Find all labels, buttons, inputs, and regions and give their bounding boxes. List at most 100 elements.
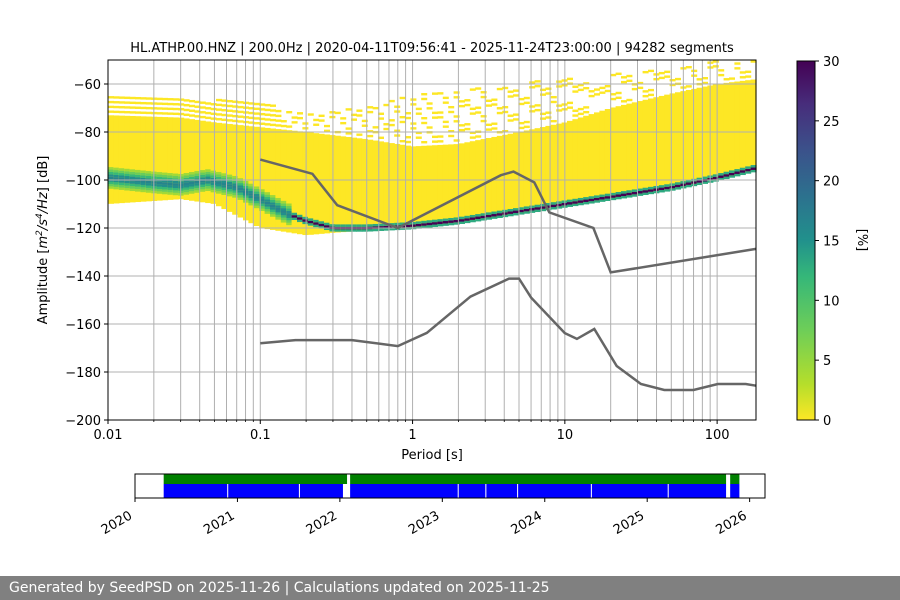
heat-cell [145,97,152,100]
heat-cell [264,127,271,230]
y-tick-label: −80 [74,126,101,141]
heat-cell [534,204,541,208]
heat-cell [264,201,271,205]
heat-cell [237,115,244,118]
heat-cell [216,122,222,207]
heat-cell [302,219,309,222]
heat-cell [264,196,271,200]
heat-cell [642,99,649,194]
heat-cell [691,88,698,185]
heat-cell [631,102,638,196]
heat-cell [518,131,525,214]
heat-cell [556,203,563,207]
heat-cell [448,220,455,223]
heat-cell [588,90,595,93]
heat-cell [248,116,255,120]
heat-cell [216,188,222,192]
heat-cell [205,169,212,172]
heat-cell [178,112,185,116]
heat-cell [124,183,131,186]
heat-cell [696,182,703,186]
heat-cell [145,171,152,174]
heat-cell [113,167,120,171]
heat-cell [577,197,584,201]
colorbar-tick-label: 5 [823,354,831,369]
x-tick-label: 10 [557,428,574,443]
heat-cell [405,116,411,120]
heat-cell [167,98,174,101]
heat-cell [729,175,735,178]
heat-cell [534,207,541,210]
heat-cell [615,91,622,95]
heat-cell [453,139,460,142]
heat-cell [334,229,341,232]
heat-cell [140,187,147,190]
heat-cell [572,203,579,207]
heat-cell [388,143,395,230]
heat-cell [572,114,579,117]
heat-cell [712,176,719,180]
heat-cell [626,192,633,196]
heat-cell [140,189,147,193]
heat-cell [189,186,195,189]
heat-cell [226,177,233,180]
heat-cell [361,224,368,227]
heat-cell [129,96,136,100]
heat-cell [637,86,644,90]
heat-cell [361,138,368,231]
heat-cell [637,101,644,195]
heat-cell [410,127,417,130]
heat-cell [232,100,239,103]
heat-cell [237,180,244,184]
heat-cell [232,187,239,191]
heat-cell [540,93,546,96]
heat-cell [259,208,266,211]
heat-cell [237,195,244,198]
heat-cell [172,103,179,106]
heat-cell [199,111,206,114]
heat-cell [280,205,287,209]
heat-cell [637,81,644,85]
heat-cell [469,131,476,135]
heat-cell [183,118,190,201]
heat-cell [248,198,255,201]
heat-cell [113,179,120,183]
heat-cell [145,102,152,105]
heat-cell [205,181,212,184]
heat-cell [286,213,293,216]
heat-cell [480,215,487,219]
heat-cell [124,111,131,114]
heat-cell [534,128,541,211]
heat-cell [675,184,681,188]
heat-cell [361,124,368,127]
heat-cell [529,105,536,108]
heat-cell [453,91,460,94]
heat-cell [156,107,163,110]
heat-cell [399,115,406,119]
heat-cell [739,170,746,173]
colorbar-tick-label: 30 [823,55,840,70]
heat-cell [216,191,222,194]
heat-cell [669,188,676,191]
heat-cell [351,229,357,232]
heat-cell [523,130,530,213]
heat-cell [237,185,244,188]
heat-cell [491,216,498,219]
heat-cell [286,217,293,221]
heat-cell [378,117,384,120]
heat-cell [259,201,266,204]
heat-cell [453,219,460,223]
timeline-blue-segment [486,484,518,498]
heat-cell [518,97,525,101]
timeline-blue-segment [299,484,343,498]
heat-cell [280,220,287,223]
heat-cell [464,103,471,107]
heat-cell [550,202,557,205]
heat-cell [658,95,665,192]
heat-cell [145,178,152,181]
heat-cell [464,99,471,102]
heat-cell [658,76,665,80]
heat-cell [345,137,352,232]
heat-cell [599,91,606,94]
